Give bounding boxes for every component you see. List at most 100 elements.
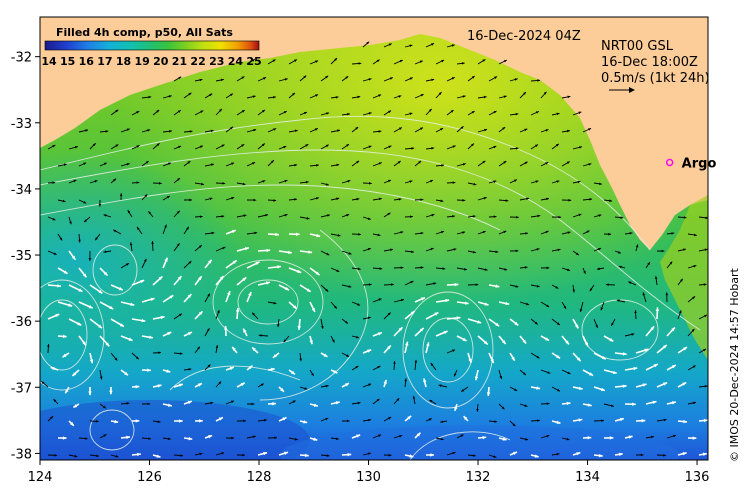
current-vector-head [515, 112, 519, 116]
current-vector-head [578, 213, 582, 217]
current-vector-head [545, 230, 549, 234]
current-vector-head [208, 435, 213, 439]
current-vector-head [248, 365, 253, 370]
current-vector-head [505, 301, 510, 306]
current-vector-head [136, 145, 140, 148]
current-vector-head [367, 217, 371, 220]
current-vector-head [243, 328, 247, 333]
current-vector-head [501, 406, 505, 410]
current-vector-head [177, 276, 182, 281]
current-vector-head [242, 182, 246, 186]
current-vector-head [115, 455, 119, 458]
current-vector-head [388, 453, 392, 457]
current-vector-head [609, 436, 614, 440]
current-vector-head [598, 214, 602, 217]
current-vector-head [663, 418, 667, 422]
current-vector-head [536, 386, 541, 390]
colorbar-tick-label: 25 [246, 55, 261, 68]
current-vector-head [420, 297, 425, 301]
current-vector-head [654, 276, 658, 279]
y-axis: -32 -33 -34 -35 -36 -37 -38 [11, 51, 40, 462]
current-vector-head [210, 401, 214, 405]
current-vector-head [284, 78, 288, 81]
current-vector-head [292, 305, 297, 309]
current-vector-head [537, 419, 540, 422]
current-vector-head [715, 333, 718, 335]
current-vector-head [714, 199, 717, 202]
current-vector-head [514, 78, 518, 81]
current-vector-head [102, 405, 106, 409]
current-vector-head [358, 233, 361, 236]
current-vector-head [473, 250, 476, 254]
current-vector-head [179, 352, 183, 355]
current-vector-head [356, 335, 359, 339]
current-vector-head [418, 160, 422, 164]
current-vector-head [428, 418, 432, 421]
current-vector-head [283, 339, 287, 343]
current-vector-head [336, 163, 340, 167]
y-tick-label: -36 [11, 315, 32, 330]
current-vector-head [54, 453, 58, 457]
current-vector-head [398, 127, 402, 130]
current-vector-head [694, 233, 697, 237]
current-vector-head [187, 400, 192, 405]
current-vector-head [273, 301, 277, 305]
current-vector-head [55, 313, 60, 318]
current-vector-head [504, 268, 508, 271]
current-vector-head [452, 451, 456, 455]
current-vector-head [578, 111, 582, 115]
x-tick-label: 136 [685, 470, 710, 485]
current-vector-head [167, 332, 172, 336]
current-vector-head [52, 181, 56, 185]
current-vector-head [158, 351, 161, 354]
current-vector-head [475, 283, 479, 286]
current-vector-head [200, 110, 204, 114]
current-vector-head [493, 180, 497, 183]
current-vector-head [472, 215, 476, 218]
current-vector-head [404, 378, 407, 382]
current-vector-head [513, 179, 517, 182]
current-vector-head [454, 406, 458, 411]
current-vector-head [617, 251, 621, 254]
current-vector-head [501, 340, 506, 344]
current-vector-head [524, 404, 528, 407]
current-vector-head [609, 338, 614, 342]
current-vector-head [453, 248, 457, 251]
current-vector-head [287, 250, 292, 255]
current-vector-head [169, 129, 172, 133]
current-vector-head [103, 271, 108, 276]
current-vector [709, 233, 717, 234]
current-vector-head [420, 94, 424, 97]
current-vector-head [641, 418, 646, 423]
current-vector-head [534, 454, 539, 458]
plot-area [40, 17, 718, 460]
current-vector-head [221, 144, 225, 148]
current-vector-head [556, 322, 560, 325]
current-vector-head [347, 112, 351, 116]
current-vector-head [477, 320, 482, 324]
current-vector-head [557, 248, 561, 252]
current-vector-head [493, 111, 497, 114]
current-vector-head [177, 110, 181, 113]
current-vector-head [222, 246, 226, 250]
current-vector-head [576, 357, 581, 362]
current-vector-head [537, 79, 541, 82]
current-vector-head [95, 237, 98, 241]
current-vector-head [515, 285, 519, 288]
current-vector-head [70, 422, 74, 426]
current-vector-head [251, 402, 255, 406]
current-vector-head [565, 340, 569, 345]
current-vector-head [57, 284, 61, 288]
current-vector-head [399, 59, 403, 63]
current-vector-head [579, 308, 583, 312]
colorbar-ticks: 14 15 16 17 18 19 20 21 22 23 24 25 [41, 55, 261, 68]
current-vector-head [546, 434, 550, 438]
current-vector-head [451, 77, 455, 80]
current-vector-head [109, 305, 114, 310]
current-vector-head [438, 384, 442, 387]
current-vector-head [306, 217, 310, 220]
current-vector-head [74, 145, 78, 149]
current-vector-head [642, 292, 646, 296]
current-vector-head [583, 270, 586, 274]
